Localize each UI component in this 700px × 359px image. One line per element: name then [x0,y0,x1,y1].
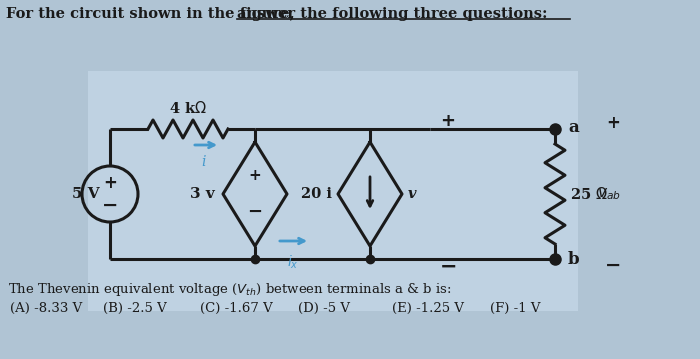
Text: 20 i: 20 i [301,187,332,201]
Text: For the circuit shown in the figure,: For the circuit shown in the figure, [6,7,300,21]
Text: (C) -1.67 V: (C) -1.67 V [200,302,273,315]
Text: The Thevenin equivalent voltage ($V_{th}$) between terminals a & b is:: The Thevenin equivalent voltage ($V_{th}… [8,281,452,298]
Text: −: − [605,256,621,275]
Text: (E) -1.25 V: (E) -1.25 V [392,302,464,315]
Text: −: − [102,196,118,214]
Text: −: − [247,203,262,221]
Text: −: − [440,257,458,277]
Text: 4 k$\Omega$: 4 k$\Omega$ [169,100,207,116]
Text: $i_x$: $i_x$ [287,254,299,271]
Text: $v_{ab}$: $v_{ab}$ [597,186,621,202]
Bar [88,71,578,311]
Text: 5 V: 5 V [72,187,100,201]
Text: b: b [568,252,580,269]
Text: a: a [568,120,579,136]
Text: v: v [408,187,416,201]
Text: 25 $\Omega$: 25 $\Omega$ [570,186,608,202]
Text: +: + [440,112,455,130]
Text: (A) -8.33 V: (A) -8.33 V [10,302,83,315]
Text: answer the following three questions:: answer the following three questions: [237,7,547,21]
Text: +: + [103,174,117,192]
Text: +: + [248,168,261,183]
Text: 3 v: 3 v [190,187,215,201]
Text: (D) -5 V: (D) -5 V [298,302,350,315]
Text: +: + [606,114,620,132]
Text: (F) -1 V: (F) -1 V [490,302,540,315]
Text: (B) -2.5 V: (B) -2.5 V [103,302,167,315]
Text: i: i [202,155,206,169]
